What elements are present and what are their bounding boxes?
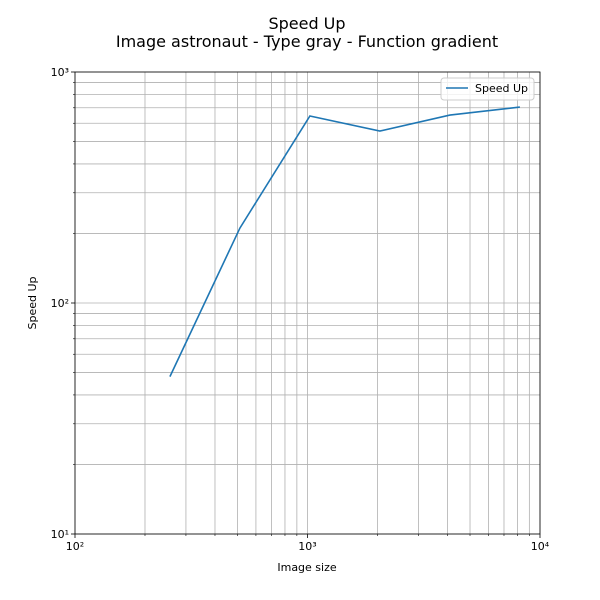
line — [169, 106, 520, 377]
y-tick-label: 10¹ — [51, 528, 69, 541]
legend-box — [440, 77, 535, 101]
x-tick-label: 10⁴ — [531, 540, 550, 553]
y-tick-label: 10² — [51, 297, 69, 310]
y-tick-label: 10³ — [51, 66, 69, 79]
x-tick-label: 10² — [66, 540, 84, 553]
chart-subtitle: Image astronaut - Type gray - Function g… — [116, 32, 498, 51]
x-axis-label: Image size — [277, 561, 337, 574]
legend-label: Speed Up — [475, 82, 528, 95]
chart-title: Speed Up — [268, 14, 345, 33]
x-tick-label: 10³ — [298, 540, 316, 553]
plot-frame — [74, 71, 541, 535]
y-axis-label: Speed Up — [26, 276, 39, 329]
